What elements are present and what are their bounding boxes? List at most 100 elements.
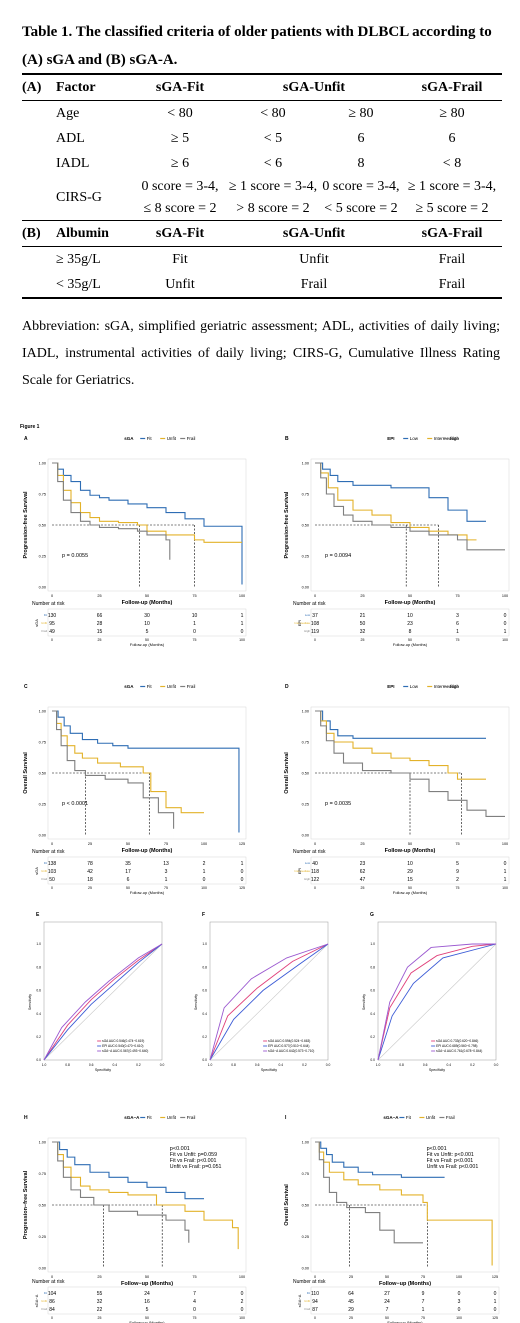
risk-row-label: High xyxy=(304,877,310,881)
roc-curve xyxy=(43,943,163,1061)
risk-count: 78 xyxy=(87,861,93,867)
section-b-header: (B) Albumin sGA-Fit sGA-Unfit sGA-Frail xyxy=(22,220,502,247)
unfit-cell: Unfit xyxy=(226,246,402,272)
x-tick-label: 0.2 xyxy=(470,1063,475,1067)
plot-frame xyxy=(310,706,510,840)
x-axis-label: Follow−up (Months) xyxy=(121,1281,173,1287)
x-tick-label: 0 xyxy=(51,594,53,598)
risk-row-label: Frail xyxy=(42,629,48,633)
risk-count: 0 xyxy=(193,1307,196,1313)
risk-count: 6 xyxy=(127,877,130,883)
risk-x-tick: 0 xyxy=(314,886,316,890)
survival-curve-intermediate xyxy=(315,710,486,780)
y-tick-label: 1.00 xyxy=(302,710,309,714)
factor-cell: Age xyxy=(56,100,134,126)
risk-x-tick: 0 xyxy=(51,1316,53,1320)
plot-frame xyxy=(47,458,247,592)
risk-x-tick: 125 xyxy=(492,1316,498,1320)
y-axis-label: Sensitivity xyxy=(194,994,198,1010)
p-value-comparison: Unfit vs Frail: p<0.001 xyxy=(427,1164,479,1170)
fit-cell: 0 score = 3-4, ≤ 8 score = 2 xyxy=(141,179,219,216)
survival-curve-fit xyxy=(315,1141,445,1178)
legend-entry: Low xyxy=(410,684,419,689)
roc-curve xyxy=(209,943,329,1061)
fit-cell: Unfit xyxy=(134,272,226,299)
legend-entry: Unfit xyxy=(167,1115,177,1120)
y-tick-label: 0.00 xyxy=(302,834,309,838)
risk-table-frame xyxy=(47,856,247,885)
y-tick-label: 1.0 xyxy=(202,942,207,946)
risk-x-tick: 50 xyxy=(408,886,412,890)
table-caption: Table 1. The classified criteria of olde… xyxy=(22,24,492,68)
p-value: p<0.001 xyxy=(170,1146,190,1152)
legend-title: sGA−A xyxy=(383,1115,399,1120)
risk-count: 22 xyxy=(97,1307,103,1313)
plot-frame xyxy=(47,706,247,840)
risk-count: 95 xyxy=(49,621,55,627)
p-value: p = 0.0055 xyxy=(62,553,88,559)
legend-entry: Low xyxy=(410,436,419,441)
y-tick-label: 1.0 xyxy=(36,942,41,946)
frail-cell: Frail xyxy=(402,246,502,272)
panel-label: C xyxy=(24,684,28,690)
risk-count: 7 xyxy=(193,1291,196,1297)
risk-count: 50 xyxy=(360,621,366,627)
y-tick-label: 0.50 xyxy=(39,1204,46,1208)
risk-table-frame xyxy=(310,608,510,637)
risk-count: 4 xyxy=(193,1299,196,1305)
survival-curve-unfit xyxy=(52,462,242,543)
unfit-cell: 6 xyxy=(357,130,365,146)
risk-count: 86 xyxy=(49,1299,55,1305)
factor-cell: CIRS-G xyxy=(56,190,102,205)
roc-legend-entry: EPI AUC:0.540(0.470~0.610) xyxy=(102,1044,143,1048)
x-tick-label: 0.2 xyxy=(136,1063,141,1067)
survival-curve-high xyxy=(315,462,505,551)
risk-x-label: Follow-up (Months) xyxy=(393,890,428,895)
risk-count: 0 xyxy=(504,621,507,627)
risk-row-label: Fit xyxy=(44,861,47,865)
risk-x-tick: 0 xyxy=(314,1316,316,1320)
risk-count: 0 xyxy=(458,1307,461,1313)
risk-x-tick: 0 xyxy=(51,638,53,642)
risk-y-label: EPI xyxy=(297,620,302,626)
y-tick-label: 0.50 xyxy=(302,772,309,776)
roc-legend-entry: EPI AUC:0.577(0.510~0.644) xyxy=(268,1044,309,1048)
risk-x-tick: 25 xyxy=(361,638,365,642)
risk-count: 28 xyxy=(97,621,103,627)
frail-cell: ≥ 1 score = 3-4, ≥ 5 score = 2 xyxy=(407,179,497,216)
risk-x-tick: 50 xyxy=(408,638,412,642)
x-axis-label: Specificity xyxy=(429,1068,445,1072)
risk-table-title: Number at risk xyxy=(32,601,65,607)
legend-title: EPI xyxy=(387,684,394,689)
risk-count: 37 xyxy=(312,613,318,619)
roc-curve xyxy=(209,943,329,1061)
risk-count: 0 xyxy=(203,877,206,883)
albumin-cell: < 35g/L xyxy=(56,272,134,299)
legend-entry: Unfit xyxy=(167,684,177,689)
risk-count: 3 xyxy=(165,869,168,875)
risk-count: 18 xyxy=(87,877,93,883)
plot-frame xyxy=(47,1137,247,1273)
legend-entry: High xyxy=(450,684,460,689)
p-value: p = 0.0094 xyxy=(325,553,351,559)
unfit-cell: ≥ 80 xyxy=(319,100,402,126)
risk-count: 23 xyxy=(360,861,366,867)
y-tick-label: 0.6 xyxy=(202,989,207,993)
plot-frame xyxy=(310,458,510,592)
risk-count: 1 xyxy=(203,869,206,875)
risk-y-label: EPI xyxy=(297,868,302,874)
x-tick-label: 0 xyxy=(314,1275,316,1279)
row-adl: ADL ≥ 5 < 5 6 6 xyxy=(22,126,502,151)
risk-count: 15 xyxy=(407,877,413,883)
y-tick-label: 0.00 xyxy=(302,1267,309,1271)
risk-row-label: Intermediate xyxy=(294,621,310,625)
survival-curve-low xyxy=(315,462,486,522)
risk-table-title: Number at risk xyxy=(32,1279,65,1285)
x-tick-label: 25 xyxy=(349,1275,353,1279)
fit-cell: < 80 xyxy=(134,100,226,126)
unfit-cell: 0 score = 3-4, < 5 score = 2 xyxy=(322,179,400,216)
x-tick-label: 75 xyxy=(421,1275,425,1279)
legend-entry: Frail xyxy=(446,1115,455,1120)
legend-entry: Frail xyxy=(187,684,196,689)
roc-legend-entry: sGA−A AUC:0.642(0.573~0.710) xyxy=(268,1049,314,1053)
